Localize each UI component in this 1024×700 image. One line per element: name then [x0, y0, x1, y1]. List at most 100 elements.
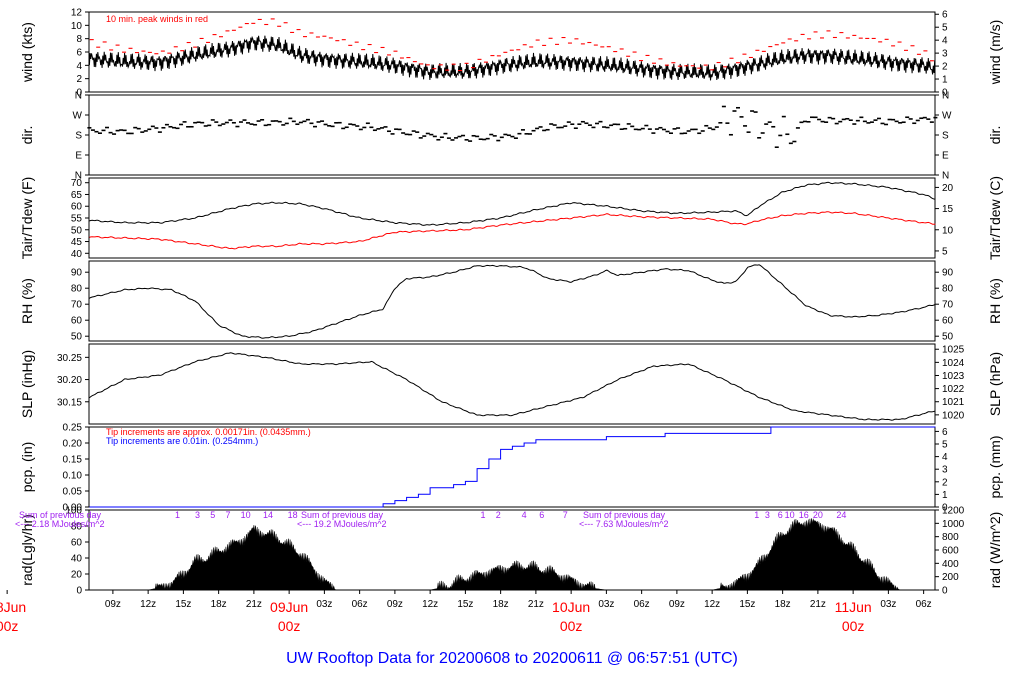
pcp-annotation-blue: Tip increments are 0.01in. (0.254mm.) — [106, 436, 258, 446]
wind-left-tick-label: 6 — [76, 48, 82, 59]
pcp-frame — [88, 426, 936, 508]
dir-left-tick-label: E — [75, 151, 82, 162]
rad-uv-marker: 2 — [496, 510, 501, 520]
rad-right-tick-label: 1200 — [942, 506, 965, 517]
rh-ylabel-right: RH (%) — [987, 278, 1003, 324]
slp-left-tick-label: 30.15 — [57, 397, 82, 408]
temp-frame — [88, 177, 936, 259]
time-tick-label: 03z — [316, 599, 332, 610]
dir-right-tick-label: N — [942, 171, 949, 182]
wind-right-tick-label: 1 — [942, 75, 948, 86]
dir-right-tick-label: N — [942, 91, 949, 102]
slp-frame — [88, 343, 936, 425]
rad-uv-marker: 4 — [522, 510, 527, 520]
rad-right-tick-label: 0 — [942, 586, 948, 597]
date-label-hour: 00z — [842, 618, 865, 634]
rh-rh-line — [89, 264, 936, 339]
wind-left-tick-label: 12 — [71, 8, 83, 19]
pcp-right-tick-label: 6 — [942, 427, 948, 438]
date-label-day: 11Jun — [835, 599, 872, 615]
wind-right-tick-label: 4 — [942, 36, 948, 47]
wind-annotation: 10 min. peak winds in red — [106, 14, 208, 24]
rh-left-tick-label: 50 — [71, 332, 83, 343]
wind-left-tick-label: 8 — [76, 34, 82, 45]
time-tick-label: 18z — [775, 599, 791, 610]
wind-wind-line — [88, 35, 936, 81]
time-tick-label: 09z — [105, 599, 121, 610]
rad-uv-marker: 6 — [539, 510, 544, 520]
rad-left-tick-label: 80 — [71, 522, 83, 533]
pcp-right-tick-label: 3 — [942, 465, 948, 476]
temp-left-tick-label: 45 — [71, 237, 83, 248]
page-title: UW Rooftop Data for 20200608 to 20200611… — [286, 650, 738, 667]
temp-left-tick-label: 70 — [71, 178, 83, 189]
time-tick-label: 03z — [880, 599, 896, 610]
dir-right-tick-label: E — [942, 151, 949, 162]
date-label-hour: 00z — [560, 618, 583, 634]
time-tick-label: 15z — [175, 599, 191, 610]
wind-right-tick-label: 2 — [942, 62, 948, 73]
rh-left-tick-label: 60 — [71, 316, 83, 327]
dir-left-tick-label: N — [75, 91, 82, 102]
slp-right-tick-label: 1025 — [942, 345, 965, 356]
temp-right-tick-label: 20 — [942, 183, 954, 194]
time-tick-label: 06z — [916, 599, 932, 610]
dir-ylabel-left: dir. — [19, 126, 35, 145]
temp-right-tick-label: 15 — [942, 204, 954, 215]
time-tick-label: 03z — [598, 599, 614, 610]
time-tick-label: 09z — [669, 599, 685, 610]
rh-left-tick-label: 90 — [71, 268, 83, 279]
date-label-hour: 00z — [0, 618, 18, 634]
rad-right-tick-label: 600 — [942, 546, 959, 557]
temp-tdew-line — [89, 211, 936, 250]
rad-left-tick-label: 20 — [71, 570, 83, 581]
date-label-day: 09Jun — [270, 599, 308, 615]
dir-frame — [88, 94, 936, 176]
pcp-ylabel-left: pcp. (in) — [19, 442, 35, 493]
rad-left-tick-label: 40 — [71, 554, 83, 565]
slp-slp-line — [89, 352, 936, 421]
dir-ylabel-right: dir. — [987, 126, 1003, 145]
rh-ylabel-left: RH (%) — [19, 278, 35, 324]
rh-frame — [88, 260, 936, 342]
wind-right-tick-label: 3 — [942, 49, 948, 60]
temp-left-tick-label: 60 — [71, 202, 83, 213]
wind-left-tick-label: 2 — [76, 74, 82, 85]
wind-right-tick-label: 5 — [942, 23, 948, 34]
temp-left-tick-label: 40 — [71, 249, 83, 260]
panel-slp: SLP (inHg) SLP (hPa) 30.15 30.20 30.25 1020 10… — [19, 343, 1003, 425]
rad-uv-marker: 1 — [481, 510, 486, 520]
rad-uv-marker: 3 — [765, 510, 770, 520]
rad-left-tick-label: 100 — [65, 506, 82, 517]
rad-daily-sum-value: <--- 2.18 MJoules/m^2 — [15, 519, 105, 529]
rad-uv-marker: 16 — [799, 510, 809, 520]
panel-rad: rad(Lgly/hr) rad (W/m^2)02040608010002004… — [15, 506, 1003, 597]
slp-right-tick-label: 1023 — [942, 371, 965, 382]
pcp-right-tick-label: 0 — [942, 503, 948, 514]
time-tick-label: 21z — [810, 599, 826, 610]
rad-uv-marker: 14 — [263, 510, 273, 520]
wind-right-tick-label: 0 — [942, 88, 948, 99]
time-tick-label: 15z — [457, 599, 473, 610]
rh-left-tick-label: 80 — [71, 284, 83, 295]
slp-ylabel-right: SLP (hPa) — [987, 352, 1003, 416]
rh-right-tick-label: 70 — [942, 300, 954, 311]
rad-uv-marker: 10 — [785, 510, 795, 520]
time-tick-label: 12z — [140, 599, 156, 610]
slp-right-tick-label: 1024 — [942, 358, 965, 369]
temp-left-tick-label: 50 — [71, 225, 83, 236]
panel-pcp: pcp. (in) pcp. (mm) 0.00 0.05 0.10 0.15 0.20 0.… — [19, 423, 1003, 514]
wind-left-tick-label: 10 — [71, 21, 83, 32]
time-tick-label: 21z — [246, 599, 262, 610]
dir-right-tick-label: S — [942, 131, 949, 142]
rad-ylabel-right: rad (W/m^2) — [987, 512, 1003, 589]
slp-left-tick-label: 30.25 — [57, 353, 82, 364]
rad-uv-marker: 1 — [754, 510, 759, 520]
time-tick-label: 06z — [634, 599, 650, 610]
rh-left-tick-label: 70 — [71, 300, 83, 311]
rad-ylabel-left: rad(Lgly/hr) — [19, 514, 35, 586]
rh-right-tick-label: 90 — [942, 268, 954, 279]
